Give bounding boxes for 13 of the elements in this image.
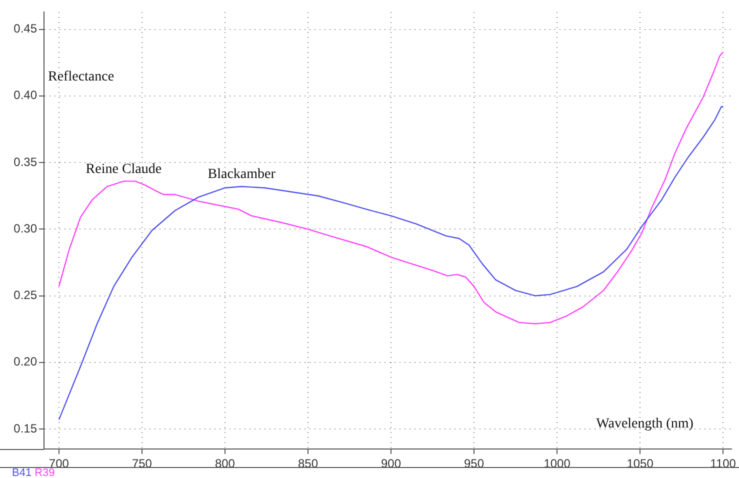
y-tick-label: 0.15	[14, 421, 38, 436]
series-label: Reine Claude	[86, 162, 162, 177]
y-axis-title: Reflectance	[48, 70, 114, 85]
x-axis-title: Wavelength (nm)	[596, 416, 694, 432]
y-tick-label: 0.35	[14, 154, 38, 169]
text: R39	[34, 467, 55, 478]
y-tick-label: 0.45	[14, 22, 38, 36]
y-tick-label: 0.30	[14, 221, 38, 236]
y-tick-label: 0.20	[14, 354, 38, 369]
y-tick-label: 0.25	[14, 288, 38, 302]
text: B41	[12, 467, 32, 478]
series-label: Blackamber	[208, 167, 276, 182]
y-tick-label: 0.40	[14, 88, 38, 102]
